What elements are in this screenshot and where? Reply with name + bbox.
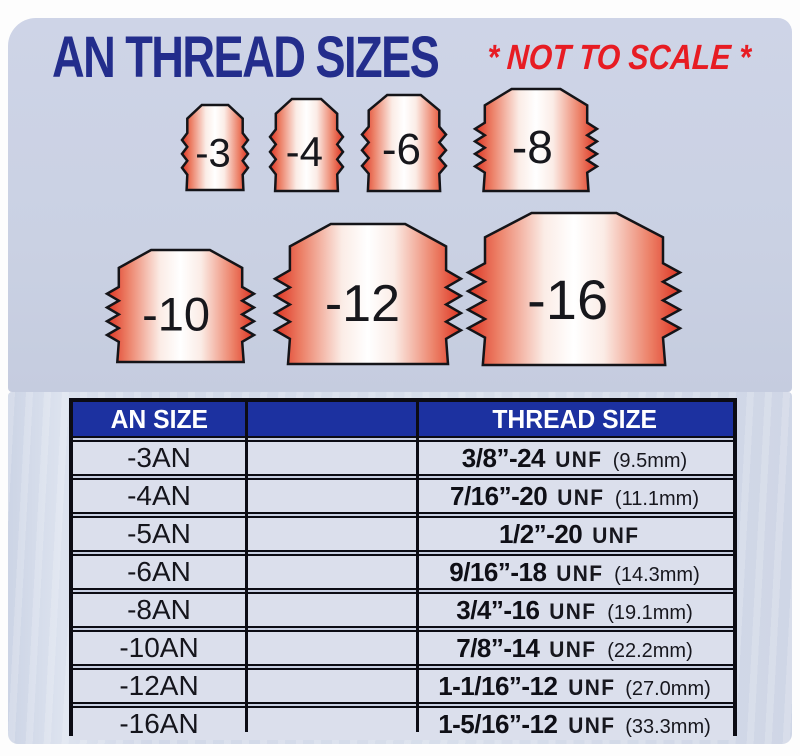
- thread-size-cell: 7/16”-20 UNF (11.1mm): [416, 481, 733, 512]
- thread-standard: UNF: [549, 598, 597, 624]
- table-header-row: AN SIZE THREAD SIZE: [73, 402, 733, 438]
- fitting-outline: [465, 211, 683, 367]
- fitting-outline: [104, 248, 257, 364]
- thread-size-cell: 1-1/16”-12 UNF (27.0mm): [416, 671, 733, 702]
- thread-mm-equivalent: (22.2mm): [607, 639, 693, 662]
- thread-spec: 1-5/16”-12: [438, 708, 558, 739]
- thread-standard: UNF: [567, 712, 615, 738]
- fitting-shape: -8: [472, 87, 600, 193]
- fitting-shape: -16: [465, 211, 683, 367]
- thread-standard: UNF: [549, 636, 597, 662]
- fitting-outline: [180, 103, 250, 192]
- thread-spec: 7/16”-20: [450, 480, 548, 511]
- table-row: -4AN 7/16”-20 UNF (11.1mm): [73, 478, 733, 514]
- table-row: -5AN 1/2”-20 UNF: [73, 516, 733, 552]
- thread-mm-equivalent: (9.5mm): [612, 449, 688, 472]
- fitting-shape: -6: [360, 93, 448, 193]
- an-size-cell: -6AN: [127, 556, 191, 587]
- fitting-outline: [272, 222, 464, 366]
- column-divider: [245, 402, 248, 732]
- thread-standard: UNF: [555, 446, 603, 472]
- table-row: -3AN 3/8”-24 UNF (9.5mm): [73, 440, 733, 476]
- fitting-shape: -3: [180, 103, 250, 192]
- table-row: -6AN 9/16”-18 UNF (14.3mm): [73, 554, 733, 590]
- thread-size-table: AN SIZE THREAD SIZE -3AN 3/8”-24 UNF (9.…: [69, 398, 737, 740]
- thread-spec: 3/4”-16: [456, 594, 540, 625]
- thread-standard: UNF: [557, 484, 605, 510]
- page-title: AN THREAD SIZES: [52, 25, 440, 90]
- thread-mm-equivalent: (19.1mm): [607, 601, 693, 624]
- thread-spec: 7/8”-14: [456, 632, 540, 663]
- fitting-label: -16: [527, 268, 608, 331]
- fitting-label: -10: [142, 287, 210, 340]
- thread-standard: UNF: [556, 560, 604, 586]
- fitting-outline: [360, 93, 448, 193]
- an-size-cell: -4AN: [127, 480, 191, 511]
- fitting-label: -6: [382, 125, 421, 174]
- fitting-label: -8: [512, 121, 553, 173]
- table-row: -10AN 7/8”-14 UNF (22.2mm): [73, 630, 733, 666]
- thread-mm-equivalent: (14.3mm): [614, 563, 700, 586]
- thread-size-cell: 1-5/16”-12 UNF (33.3mm): [416, 709, 733, 740]
- thread-size-cell: 7/8”-14 UNF (22.2mm): [416, 633, 733, 664]
- thread-spec: 1-1/16”-12: [438, 670, 558, 701]
- fitting-outline: [268, 97, 345, 193]
- column-divider: [416, 402, 419, 732]
- fitting-shape: -12: [272, 222, 464, 366]
- thread-size-cell: 9/16”-18 UNF (14.3mm): [416, 557, 733, 588]
- fitting-shape: -10: [104, 248, 257, 364]
- thread-size-cell: 1/2”-20 UNF: [416, 519, 733, 550]
- table-row: -16AN 1-5/16”-12 UNF (33.3mm): [73, 706, 733, 740]
- col-header-blank: [245, 404, 416, 435]
- table-row: -8AN 3/4”-16 UNF (19.1mm): [73, 592, 733, 628]
- col-header-an-size-label: AN SIZE: [110, 403, 208, 434]
- thread-spec: 9/16”-18: [449, 556, 547, 587]
- thread-mm-equivalent: (11.1mm): [614, 487, 699, 510]
- table-body: -3AN 3/8”-24 UNF (9.5mm) -4AN 7/16”-20 U…: [73, 438, 733, 740]
- col-header-thread-size: THREAD SIZE: [416, 404, 733, 435]
- an-size-cell: -5AN: [127, 518, 191, 549]
- fitting-label: -4: [286, 128, 323, 175]
- col-header-thread-size-label: THREAD SIZE: [492, 403, 657, 434]
- fitting-outline: [472, 87, 600, 193]
- thread-standard: UNF: [592, 522, 640, 548]
- an-size-cell: -10AN: [119, 632, 199, 663]
- an-size-cell: -3AN: [127, 442, 191, 473]
- an-size-cell: -12AN: [119, 670, 199, 701]
- fitting-label: -12: [325, 275, 400, 333]
- thread-size-cell: 3/4”-16 UNF (19.1mm): [416, 595, 733, 626]
- thread-mm-equivalent: (27.0mm): [625, 677, 711, 700]
- thread-size-cell: 3/8”-24 UNF (9.5mm): [416, 443, 733, 474]
- thread-spec: 3/8”-24: [461, 442, 546, 473]
- col-header-an-size: AN SIZE: [73, 404, 245, 435]
- thread-spec: 1/2”-20: [499, 518, 583, 549]
- an-size-cell: -8AN: [127, 594, 191, 625]
- thread-mm-equivalent: (33.3mm): [625, 715, 711, 738]
- fitting-shape: -4: [268, 97, 345, 193]
- table-row: -12AN 1-1/16”-12 UNF (27.0mm): [73, 668, 733, 704]
- an-size-cell: -16AN: [119, 708, 199, 739]
- thread-standard: UNF: [567, 674, 615, 700]
- fitting-label: -3: [195, 131, 231, 175]
